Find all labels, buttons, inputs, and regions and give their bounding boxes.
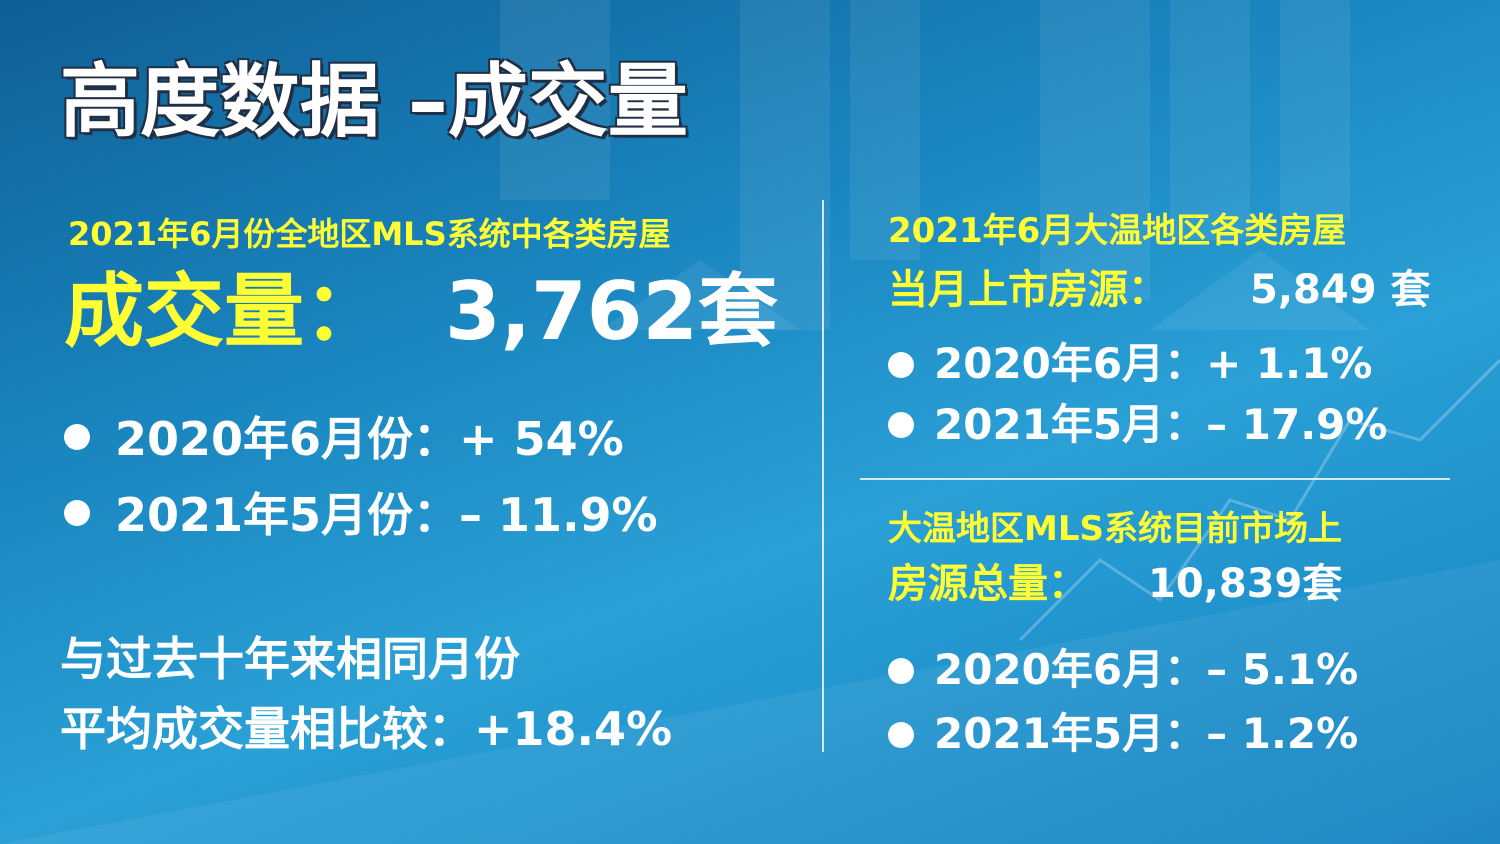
right-heading: 大温地区MLS系统目前市场上 [888,509,1342,549]
right-heading: 2021年6月大温地区各类房屋 [888,211,1347,251]
left-heading: 2021年6月份全地区MLS系统中各类房屋 [68,215,671,253]
right-value: 10,839套 [1148,561,1343,607]
note-line: 平均成交量相比较：+18.4% [60,702,673,756]
divider [822,200,824,752]
bullet-text: 2021年5月份：– 11.9% [115,488,658,542]
left-value: 3,762套 [445,265,779,358]
right-value: 5,849 套 [1250,267,1431,313]
right-label: 房源总量： [888,561,1088,607]
left-label: 成交量： [64,265,384,358]
divider [860,478,1450,480]
bullet-dot [888,412,914,438]
bullet-text: 2021年5月：– 17.9% [934,400,1388,449]
bullet-dot [888,658,914,684]
bullet-text: 2020年6月份：+ 54% [115,412,624,466]
bullet-dot [64,424,90,450]
bullet-text: 2020年6月：– 5.1% [934,645,1359,694]
bullet-text: 2020年6月：+ 1.1% [934,339,1373,388]
title: 高度数据 –成交量 [60,55,688,148]
bullet-dot [888,352,914,378]
bullet-text: 2021年5月：– 1.2% [934,709,1359,758]
right-label: 当月上市房源： [888,267,1168,313]
bullet-dot [888,722,914,748]
note-line: 与过去十年来相同月份 [60,632,520,686]
bullet-dot [64,500,90,526]
